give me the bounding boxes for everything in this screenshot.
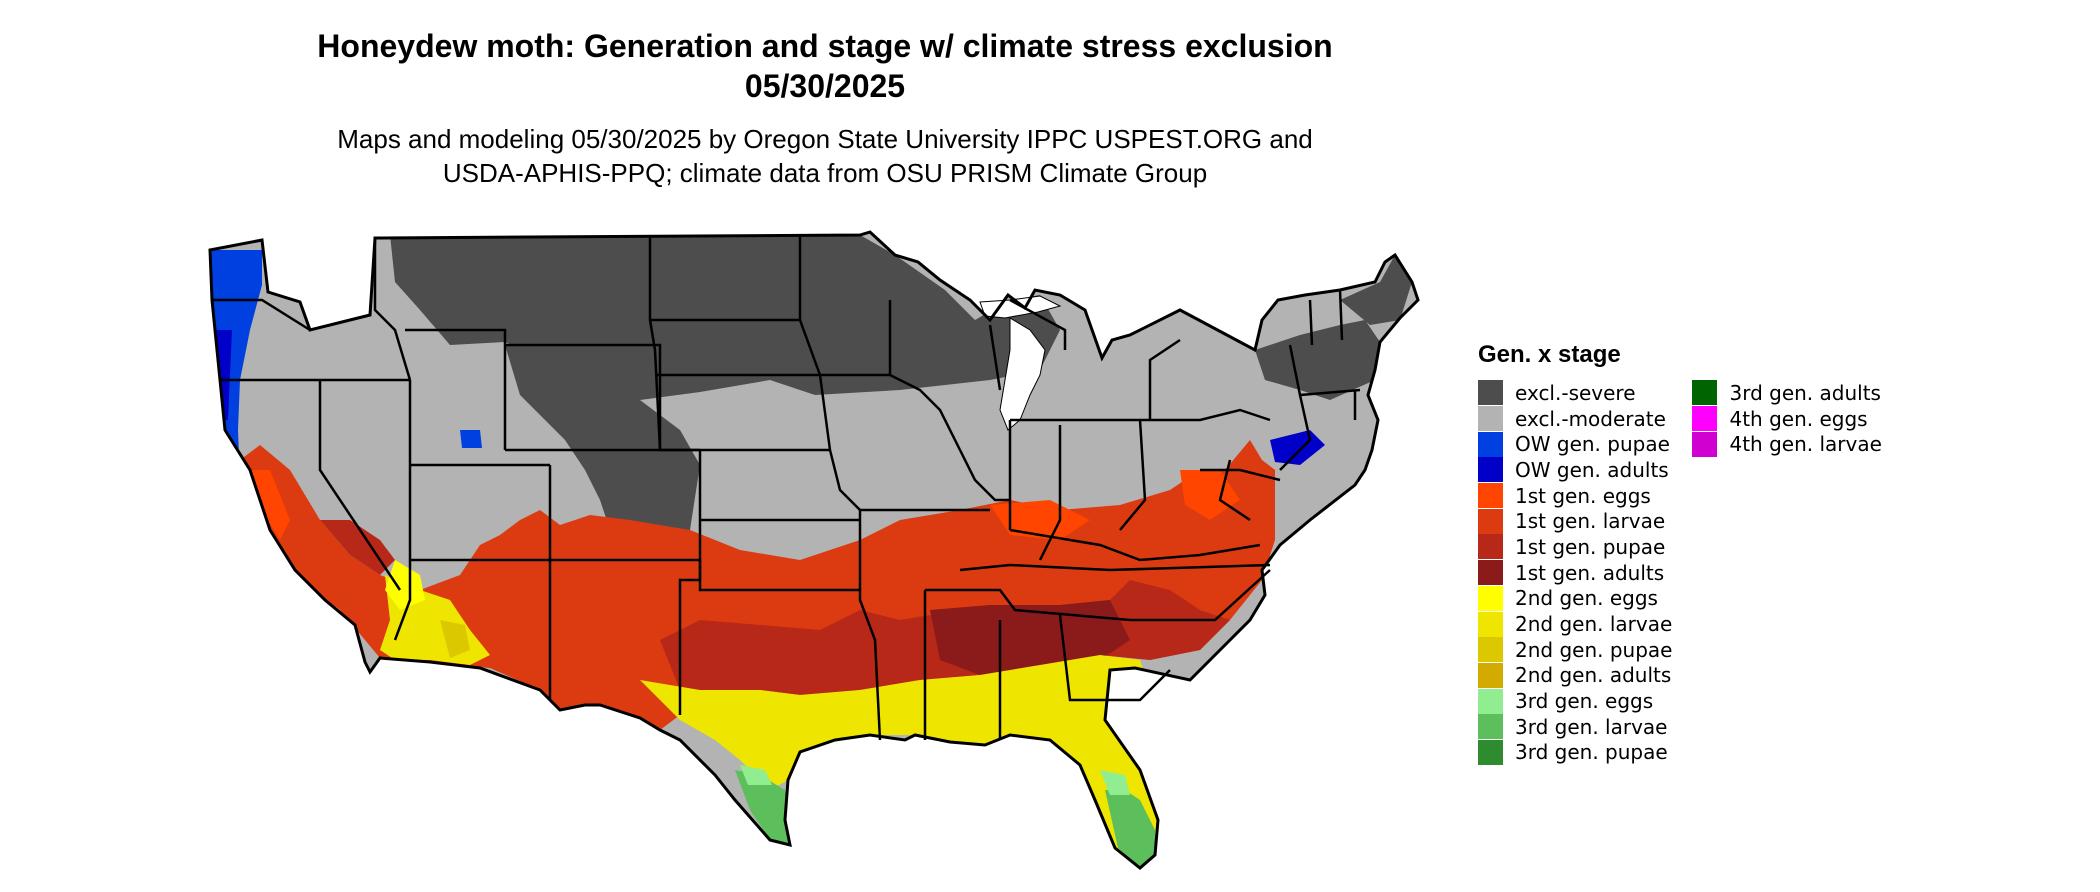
legend-label: 3rd gen. pupae <box>1515 740 1668 765</box>
legend-label: OW gen. pupae <box>1515 432 1670 457</box>
legend-label: 2nd gen. pupae <box>1515 637 1673 662</box>
legend-column-2: 3rd gen. adults 4th gen. eggs 4th gen. lar… <box>1692 380 1882 765</box>
legend-swatch <box>1478 457 1503 483</box>
legend-item: 2nd gen. eggs <box>1478 585 1672 612</box>
legend-swatch <box>1478 662 1503 688</box>
legend-swatch <box>1692 406 1718 432</box>
legend-label: 2nd gen. larvae <box>1515 612 1673 637</box>
legend-item: 2nd gen. larvae <box>1478 611 1672 637</box>
legend-label: 3rd gen. adults <box>1729 380 1881 405</box>
legend-label: 2nd gen. adults <box>1515 663 1672 688</box>
map-date: 05/30/2025 <box>744 68 906 104</box>
legend-label: 1st gen. larvae <box>1515 509 1666 534</box>
legend-label: excl.-moderate <box>1515 406 1666 431</box>
legend-item: 3rd gen. eggs <box>1478 688 1672 714</box>
legend-item: 1st gen. larvae <box>1478 508 1672 534</box>
legend-title: Gen. x stage <box>1478 341 1621 368</box>
legend-swatch <box>1692 380 1718 406</box>
legend-label: 3rd gen. eggs <box>1515 689 1654 714</box>
legend-label: 1st gen. pupae <box>1515 534 1666 559</box>
legend-item: excl.-severe <box>1478 380 1672 406</box>
map-credits-line-1: Maps and modeling 05/30/2025 by Oregon S… <box>337 124 1313 154</box>
legend-swatch <box>1478 611 1503 637</box>
legend: Gen. x stage excl.-severe excl.-moderate O… <box>1478 340 1882 765</box>
legend-swatch <box>1478 714 1503 740</box>
legend-item: 2nd gen. adults <box>1478 662 1672 689</box>
legend-swatch <box>1478 637 1503 663</box>
legend-item: 3rd gen. adults <box>1692 380 1881 406</box>
map-credits-line-2: USDA-APHIS-PPQ; climate data from OSU PR… <box>442 158 1208 188</box>
legend-label: 4th gen. larvae <box>1729 432 1882 457</box>
legend-swatch <box>1478 585 1503 611</box>
legend-label: 3rd gen. larvae <box>1515 714 1668 739</box>
legend-swatch <box>1478 560 1503 586</box>
legend-swatch <box>1478 534 1503 560</box>
legend-column-1: excl.-severe excl.-moderate OW gen. pupae O… <box>1478 380 1672 765</box>
legend-item: OW gen. adults <box>1478 457 1672 483</box>
legend-swatch <box>1478 483 1503 509</box>
state-boundaries <box>212 235 1361 741</box>
legend-item: 1st gen. adults <box>1478 560 1672 586</box>
legend-swatch <box>1478 508 1503 534</box>
legend-item: 4th gen. eggs <box>1692 406 1881 432</box>
legend-item: 3rd gen. pupae <box>1478 739 1672 766</box>
legend-label: excl.-severe <box>1515 380 1636 405</box>
legend-item: 1st gen. pupae <box>1478 534 1672 560</box>
legend-label: 1st gen. adults <box>1515 560 1665 585</box>
legend-swatch <box>1478 406 1503 432</box>
legend-item: excl.-moderate <box>1478 406 1672 432</box>
legend-item: OW gen. pupae <box>1478 431 1672 457</box>
legend-swatch <box>1478 380 1503 406</box>
map-title: Honeydew moth: Generation and stage w/ c… <box>317 28 1333 64</box>
legend-label: 2nd gen. eggs <box>1515 586 1658 611</box>
legend-item: 3rd gen. larvae <box>1478 714 1672 740</box>
legend-label: 1st gen. eggs <box>1515 483 1651 508</box>
legend-label: OW gen. adults <box>1515 457 1669 482</box>
legend-label: 4th gen. eggs <box>1729 406 1868 431</box>
legend-item: 2nd gen. pupae <box>1478 637 1672 663</box>
legend-swatch <box>1478 688 1503 714</box>
legend-swatch <box>1478 739 1503 765</box>
us-outline <box>208 230 1420 870</box>
legend-swatch <box>1478 431 1503 457</box>
legend-swatch <box>1692 431 1718 457</box>
legend-item: 1st gen. eggs <box>1478 483 1672 509</box>
legend-item: 4th gen. larvae <box>1692 431 1882 457</box>
